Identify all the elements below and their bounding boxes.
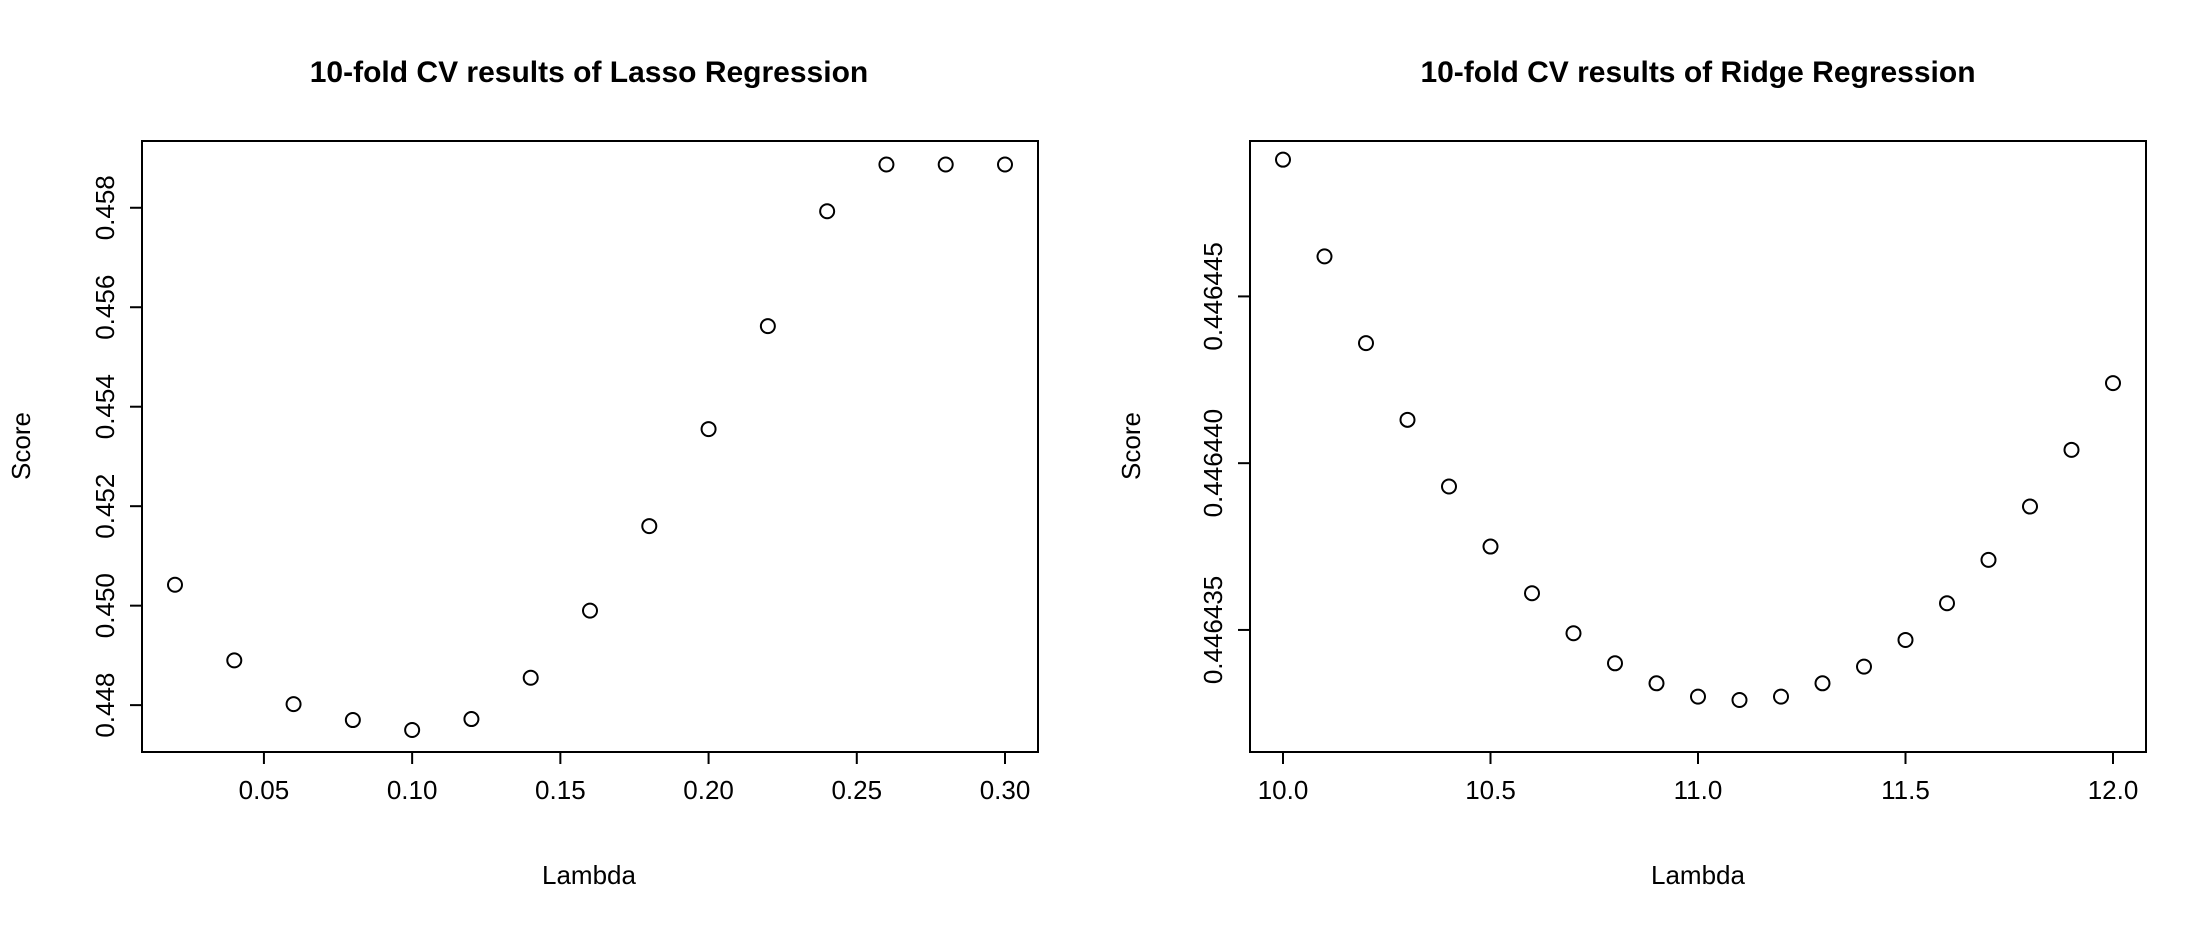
lasso-x-axis: 0.05 0.10 0.15 0.20 0.25 0.30 xyxy=(239,751,1031,805)
ridge-x-axis-label: Lambda xyxy=(1651,860,1745,890)
lasso-data-point xyxy=(226,652,243,669)
ridge-data-point xyxy=(1939,595,1955,612)
lasso-data-point xyxy=(759,318,776,335)
ridge-x-tick-label: 12.0 xyxy=(2088,775,2139,805)
lasso-title: 10-fold CV results of Lasso Regression xyxy=(310,56,868,89)
ridge-data-point xyxy=(2105,375,2121,392)
ridge-data-point xyxy=(1482,538,1499,555)
lasso-y-tick-label: 0.454 xyxy=(90,374,120,439)
ridge-data-point xyxy=(1773,688,1789,705)
ridge-data-point xyxy=(2022,498,2038,515)
lasso-y-tick-label: 0.456 xyxy=(90,275,120,340)
lasso-y-axis: 0.448 0.450 0.452 0.454 0.456 0.458 xyxy=(90,175,143,738)
lasso-x-tick-label: 0.20 xyxy=(683,775,734,805)
lasso-data-point xyxy=(878,156,895,173)
ridge-y-tick-label: 0.446435 xyxy=(1198,576,1228,684)
ridge-points xyxy=(1275,151,2121,708)
lasso-data-point xyxy=(167,576,183,593)
lasso-data-point xyxy=(937,156,954,173)
ridge-y-tick-label: 0.446445 xyxy=(1198,242,1228,350)
lasso-y-tick-label: 0.452 xyxy=(90,474,120,539)
ridge-data-point xyxy=(1607,655,1623,672)
ridge-y-axis-label: Score xyxy=(1116,412,1146,480)
lasso-data-point xyxy=(404,722,421,738)
ridge-data-point xyxy=(1648,675,1665,692)
ridge-x-tick-label: 11.5 xyxy=(1881,775,1930,805)
lasso-points xyxy=(167,156,1013,738)
lasso-y-tick-label: 0.448 xyxy=(90,673,120,738)
lasso-y-tick-label: 0.450 xyxy=(90,573,120,638)
lasso-x-axis-label: Lambda xyxy=(542,860,636,890)
ridge-data-point xyxy=(2063,441,2080,458)
lasso-x-tick-label: 0.25 xyxy=(831,775,882,805)
lasso-y-axis-label: Score xyxy=(6,412,36,480)
ridge-data-point xyxy=(1897,631,1914,648)
lasso-data-point xyxy=(285,696,302,713)
ridge-title: 10-fold CV results of Ridge Regression xyxy=(1420,56,1975,89)
ridge-x-axis: 10.0 10.5 11.0 11.5 12.0 xyxy=(1258,751,2139,805)
ridge-x-tick-label: 10.5 xyxy=(1465,775,1516,805)
lasso-x-tick-label: 0.30 xyxy=(980,775,1031,805)
ridge-data-point xyxy=(1524,585,1540,602)
ridge-y-axis: 0.446435 0.446440 0.446445 xyxy=(1198,242,1251,684)
ridge-panel: 10-fold CV results of Ridge Regression 1… xyxy=(1116,56,2147,890)
lasso-data-point xyxy=(344,712,361,729)
ridge-y-tick-label: 0.446440 xyxy=(1198,409,1228,517)
ridge-data-point xyxy=(1358,335,1374,352)
lasso-data-point xyxy=(997,156,1013,173)
ridge-data-point xyxy=(1399,411,1416,428)
lasso-data-point xyxy=(641,518,658,535)
lasso-x-tick-label: 0.10 xyxy=(387,775,438,805)
lasso-data-point xyxy=(819,203,836,220)
lasso-x-tick-label: 0.15 xyxy=(535,775,586,805)
ridge-x-tick-label: 10.0 xyxy=(1258,775,1309,805)
ridge-data-point xyxy=(1316,248,1333,265)
ridge-data-point xyxy=(1814,675,1831,692)
lasso-y-tick-label: 0.458 xyxy=(90,175,120,240)
ridge-data-point xyxy=(1690,688,1706,705)
lasso-data-point xyxy=(522,669,539,686)
ridge-data-point xyxy=(1275,151,1291,168)
lasso-panel: 10-fold CV results of Lasso Regression 0… xyxy=(6,56,1039,890)
lasso-data-point xyxy=(582,602,598,619)
ridge-data-point xyxy=(1441,478,1457,495)
ridge-data-point xyxy=(1731,691,1748,708)
ridge-data-point xyxy=(1856,658,1872,675)
ridge-data-point xyxy=(1980,551,1997,568)
lasso-data-point xyxy=(463,711,480,728)
lasso-x-tick-label: 0.05 xyxy=(239,775,290,805)
ridge-x-tick-label: 11.0 xyxy=(1674,775,1723,805)
lasso-data-point xyxy=(700,421,717,438)
ridge-data-point xyxy=(1565,625,1582,642)
